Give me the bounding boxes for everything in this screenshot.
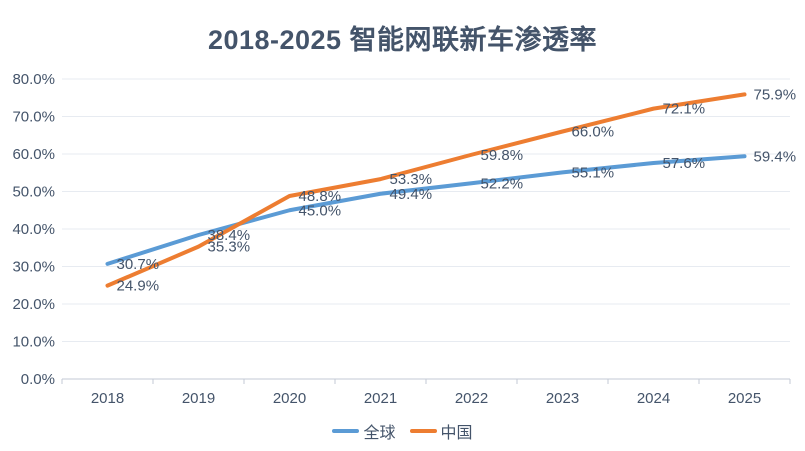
x-axis-label: 2020 [273, 390, 306, 407]
x-axis-label: 2022 [455, 390, 488, 407]
data-label: 45.0% [299, 202, 342, 219]
y-axis-label: 10.0% [12, 334, 55, 351]
chart-title: 2018-2025 智能网联新车渗透率 [207, 25, 598, 55]
x-axis-label: 2023 [546, 390, 579, 407]
x-axis-label: 2018 [91, 390, 124, 407]
y-axis-label: 20.0% [12, 296, 55, 313]
legend-swatch-china [409, 429, 437, 433]
y-axis-label: 80.0% [12, 71, 55, 88]
data-label: 59.4% [754, 148, 797, 165]
data-label: 49.4% [390, 186, 433, 203]
data-label: 66.0% [572, 124, 615, 141]
x-axis-label: 2025 [728, 390, 761, 407]
legend-item-global: 全球 [332, 419, 396, 443]
data-label: 72.1% [663, 101, 706, 118]
legend-label-global: 全球 [363, 425, 396, 442]
series-line-china [105, 92, 747, 288]
legend-label-china: 中国 [440, 425, 473, 442]
y-axis-label: 30.0% [12, 259, 55, 276]
series-line-global [105, 154, 747, 266]
data-label: 53.3% [390, 171, 433, 188]
data-label: 24.9% [117, 278, 160, 295]
data-label: 38.4% [208, 227, 251, 244]
y-axis-label: 40.0% [12, 221, 55, 238]
data-label: 55.1% [572, 164, 615, 181]
y-axis-label: 70.0% [12, 109, 55, 126]
data-label: 35.3% [208, 239, 251, 256]
data-label: 57.6% [663, 155, 706, 172]
y-axis-label: 60.0% [12, 146, 55, 163]
legend-item-china: 中国 [409, 419, 473, 443]
y-axis-label: 50.0% [12, 184, 55, 201]
data-label: 52.2% [481, 175, 524, 192]
x-axis-label: 2021 [364, 390, 397, 407]
data-label: 48.8% [299, 188, 342, 205]
x-axis-label: 2019 [182, 390, 215, 407]
y-axis-label: 0.0% [21, 371, 55, 388]
x-axis-label: 2024 [637, 390, 670, 407]
data-label: 59.8% [481, 147, 524, 164]
data-label: 30.7% [117, 256, 160, 273]
legend-swatch-global [332, 429, 360, 433]
data-label: 75.9% [754, 86, 797, 103]
legend: 全球 中国 [0, 419, 805, 443]
